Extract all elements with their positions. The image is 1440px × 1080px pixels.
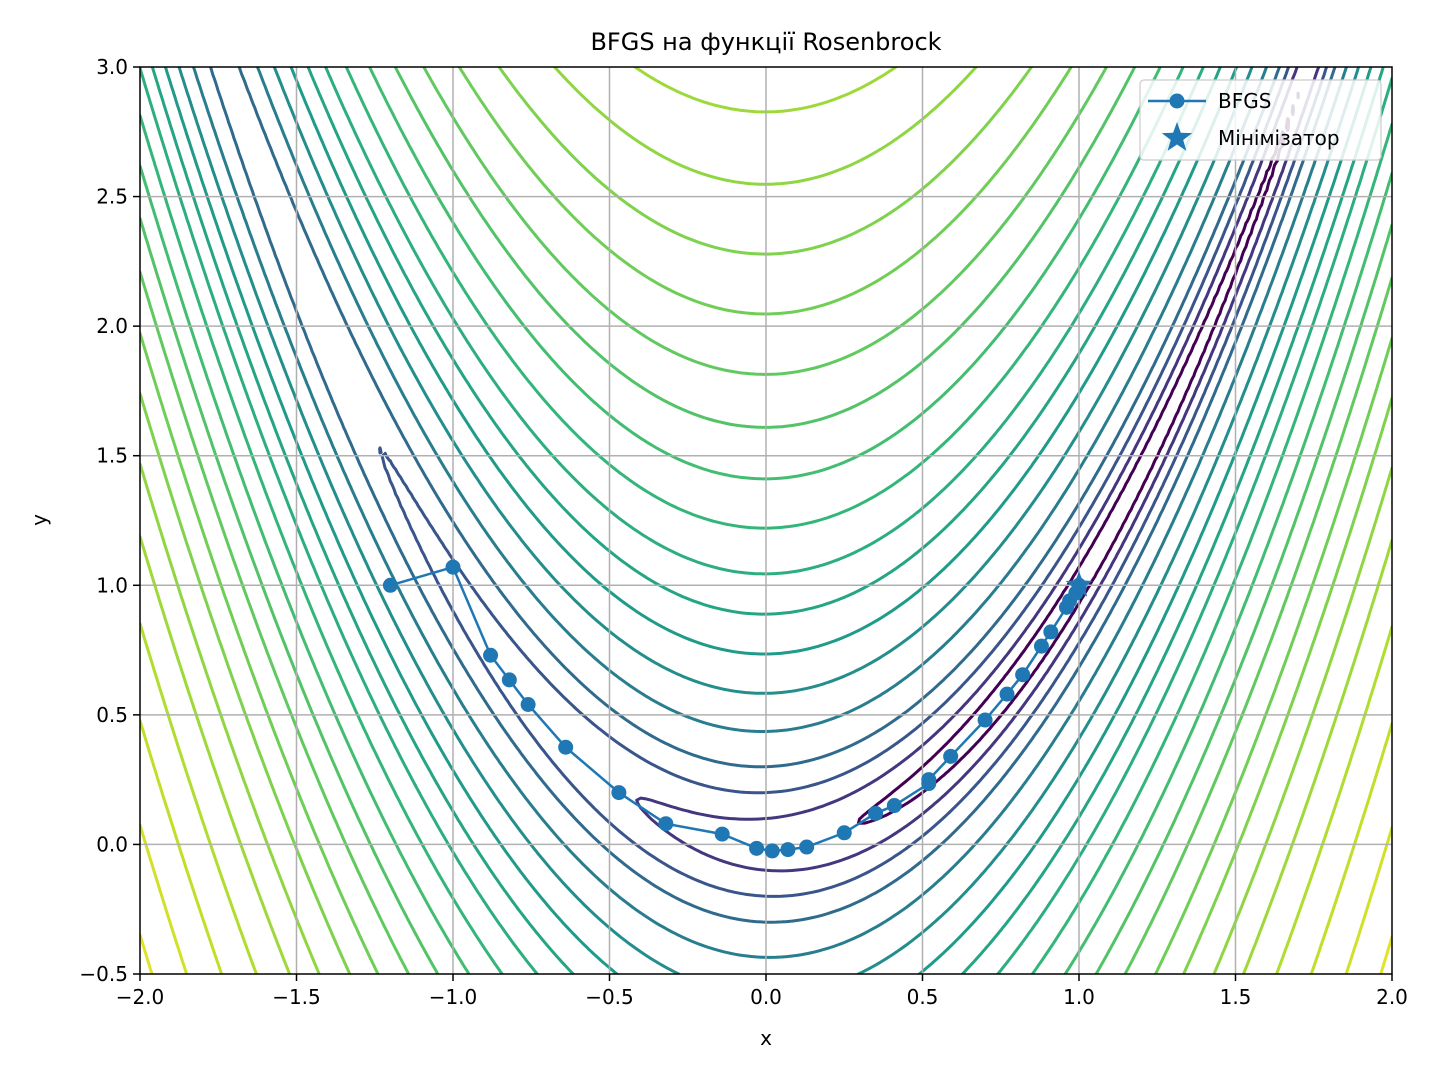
bfgs-point — [520, 696, 536, 712]
bfgs-point — [868, 805, 884, 821]
y-tick-label: 3.0 — [96, 55, 128, 79]
contour-line — [140, 67, 1392, 974]
bfgs-point — [749, 840, 765, 856]
bfgs-point — [714, 826, 730, 842]
y-tick-label: −0.5 — [79, 962, 128, 986]
bfgs-point — [445, 559, 461, 575]
legend-bfgs-label: BFGS — [1218, 89, 1271, 113]
x-axis-ticks: −2.0 −1.5 −1.0 −0.5 0.0 0.5 1.0 1.5 2.0 — [116, 974, 1408, 1009]
contour-line — [378, 67, 1328, 898]
legend-bfgs-marker — [1169, 93, 1185, 109]
minimizer-star — [1065, 571, 1093, 597]
x-tick-label: −0.5 — [585, 985, 634, 1009]
bfgs-point — [1043, 624, 1059, 640]
bfgs-point — [764, 843, 780, 859]
bfgs-point — [799, 839, 815, 855]
contour-line — [140, 67, 1392, 974]
x-tick-label: 1.5 — [1220, 985, 1252, 1009]
bfgs-point — [780, 842, 796, 858]
legend-minimizer-star-icon — [1161, 122, 1193, 151]
x-axis-label: x — [760, 1026, 772, 1050]
contour-line — [140, 67, 1392, 974]
bfgs-point — [501, 672, 517, 688]
bfgs-point — [943, 748, 959, 764]
x-tick-label: −1.5 — [272, 985, 321, 1009]
bfgs-point — [999, 686, 1015, 702]
y-tick-label: 0.5 — [96, 703, 128, 727]
contour-line — [177, 67, 1360, 974]
contour-line — [140, 933, 1392, 974]
legend: BFGS Мінімізатор — [1139, 79, 1382, 161]
bfgs-point — [886, 798, 902, 814]
y-tick-label: 1.0 — [96, 573, 128, 597]
y-tick-label: 1.5 — [96, 444, 128, 468]
bfgs-point — [836, 825, 852, 841]
bfgs-point — [658, 816, 674, 832]
chart-title: BFGS на функції Rosenbrock — [590, 28, 941, 56]
contour-line — [140, 823, 1392, 974]
bfgs-point — [483, 647, 499, 663]
bfgs-point — [382, 577, 398, 593]
contour-line — [209, 67, 1337, 924]
x-tick-label: 0.0 — [750, 985, 782, 1009]
x-tick-label: 2.0 — [1376, 985, 1408, 1009]
bfgs-point — [558, 739, 574, 755]
contour-line — [140, 67, 1392, 974]
legend-minimizer-label: Мінімізатор — [1218, 126, 1340, 150]
y-tick-label: 2.0 — [96, 314, 128, 338]
contour-line — [140, 67, 1392, 974]
x-tick-label: 0.5 — [907, 985, 939, 1009]
contour-line — [140, 622, 1392, 974]
contour-line — [192, 67, 1348, 959]
bfgs-path — [382, 559, 1093, 859]
contour-line — [140, 719, 1392, 974]
y-tick-label: 0.0 — [96, 832, 128, 856]
bfgs-point — [611, 785, 627, 801]
x-tick-label: −2.0 — [116, 985, 165, 1009]
contour-lines — [140, 67, 1392, 974]
contour-line — [140, 67, 1392, 974]
contour-line — [140, 67, 1392, 974]
contour-line — [163, 67, 1373, 974]
bfgs-point — [1015, 667, 1031, 683]
bfgs-point — [1033, 638, 1049, 654]
bfgs-point — [921, 772, 937, 788]
contour-line — [140, 67, 1392, 974]
x-tick-label: 1.0 — [1063, 985, 1095, 1009]
y-axis-ticks: −0.5 0.0 0.5 1.0 1.5 2.0 2.5 3.0 — [79, 55, 140, 986]
x-tick-label: −1.0 — [429, 985, 478, 1009]
y-axis-label: y — [27, 514, 51, 526]
y-tick-label: 2.5 — [96, 185, 128, 209]
bfgs-point — [977, 712, 993, 728]
grid-lines — [140, 67, 1392, 974]
